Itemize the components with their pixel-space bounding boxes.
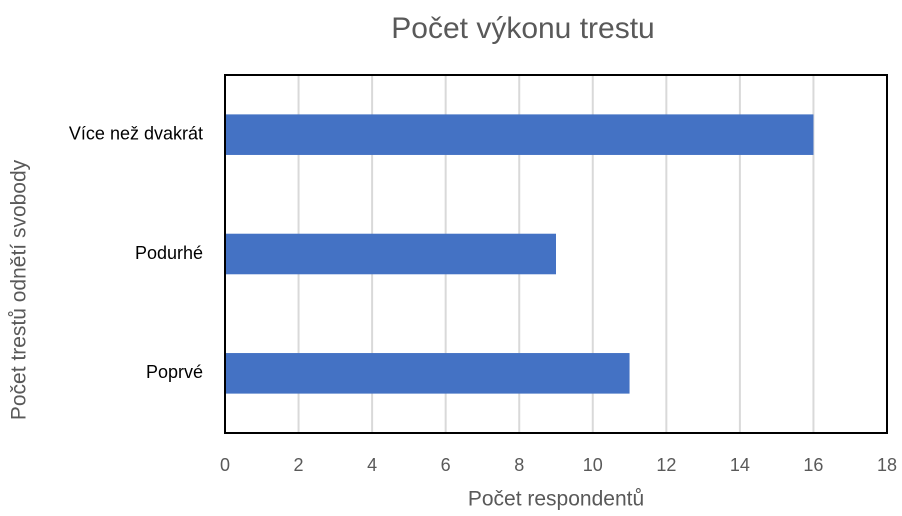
y-axis-title: Počet trestů odnětí svobody	[8, 159, 31, 420]
x-tick-label: 10	[583, 455, 603, 475]
x-tick-label: 6	[441, 455, 451, 475]
x-tick-label: 16	[803, 455, 823, 475]
bar	[225, 233, 556, 275]
x-tick-label: 12	[656, 455, 676, 475]
x-tick-label: 8	[514, 455, 524, 475]
y-tick-label: Více než dvakrát	[69, 123, 203, 143]
y-tick-label: Poprvé	[146, 362, 203, 382]
bar	[225, 353, 630, 394]
y-tick-label: Podurhé	[135, 243, 203, 263]
x-tick-label: 0	[220, 455, 230, 475]
x-tick-label: 4	[367, 455, 377, 475]
chart-title: Počet výkonu trestu	[391, 12, 654, 45]
x-tick-label: 14	[730, 455, 750, 475]
bar	[225, 114, 814, 155]
plot-border	[224, 74, 888, 434]
x-tick-label: 18	[877, 455, 897, 475]
x-tick-label: 2	[294, 455, 304, 475]
x-axis-title: Počet respondentů	[468, 488, 644, 511]
